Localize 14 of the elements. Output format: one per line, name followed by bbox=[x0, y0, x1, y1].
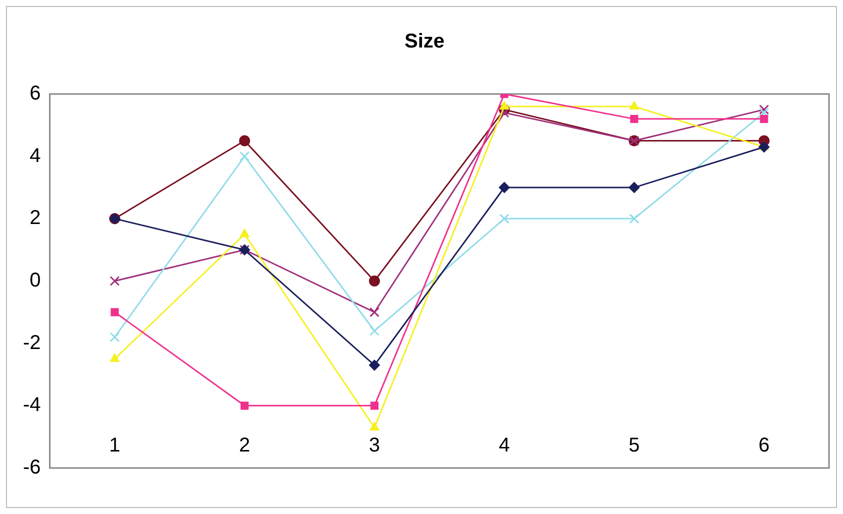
y-tick-label: 6 bbox=[30, 82, 41, 105]
x-tick-label: 2 bbox=[239, 434, 250, 457]
y-tick-label: 4 bbox=[30, 144, 41, 167]
x-tick-label: 4 bbox=[498, 434, 510, 457]
y-tick-label: 0 bbox=[30, 270, 41, 292]
x-tick-label: 3 bbox=[368, 434, 380, 457]
y-tick-label: -6 bbox=[22, 456, 41, 479]
x-tick-label: 6 bbox=[758, 434, 770, 457]
chart-title: Size bbox=[404, 30, 445, 53]
x-tick-label: 1 bbox=[109, 434, 120, 457]
y-tick-label: 2 bbox=[30, 207, 41, 230]
y-tick-label: -2 bbox=[22, 332, 41, 354]
x-tick-label: 5 bbox=[628, 434, 640, 457]
y-tick-label: -4 bbox=[22, 394, 41, 416]
